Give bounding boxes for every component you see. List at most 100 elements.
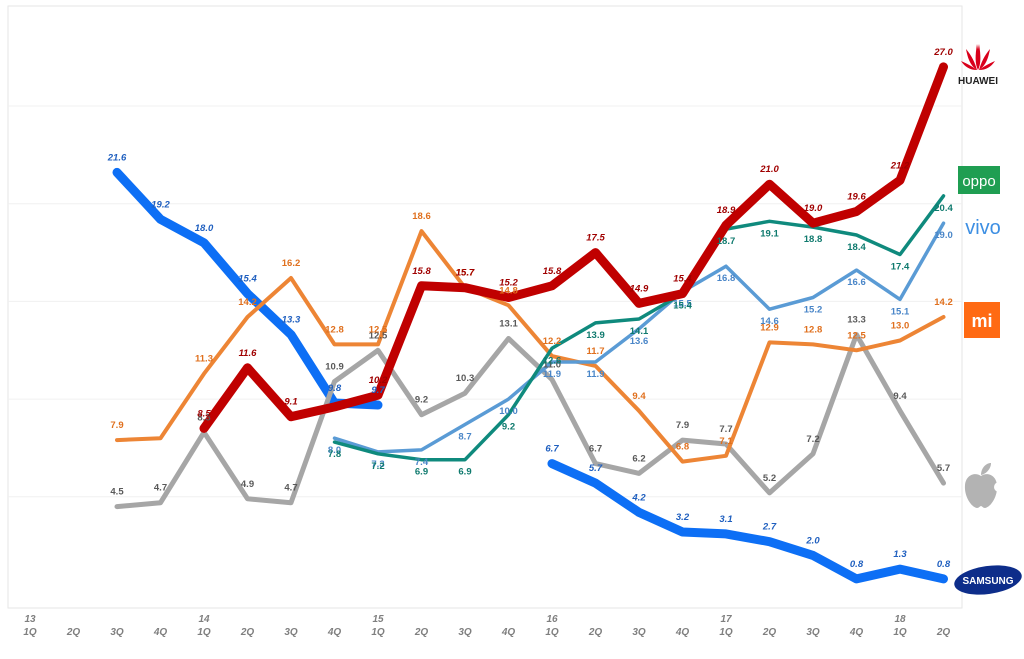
apple-logo (964, 463, 1004, 508)
samsung-data-label: 4.2 (631, 492, 646, 503)
vivo-data-label: 19.0 (934, 230, 953, 241)
samsung-data-label: 0.8 (937, 559, 951, 570)
huawei-data-label: 11.6 (239, 348, 258, 359)
xiaomi-data-label: 12.5 (369, 324, 388, 335)
xiaomi-data-label: 14.8 (499, 285, 518, 296)
huawei-data-label: 9.1 (284, 397, 297, 408)
apple-series-line (114, 332, 946, 510)
apple-data-label: 4.7 (284, 483, 297, 494)
xiaomi-data-label: 7.9 (110, 420, 123, 431)
apple-data-label: 13.3 (847, 315, 866, 326)
x-year-label: 18 (894, 614, 906, 625)
oppo-data-label: 6.9 (458, 467, 471, 478)
xiaomi-data-label: 12.8 (325, 324, 344, 335)
x-tick-label: 2Q (240, 627, 255, 638)
apple-data-label: 5.7 (937, 463, 950, 474)
xiaomi-data-label: 14.2 (934, 297, 953, 308)
vivo-data-label: 15.1 (891, 306, 910, 317)
vivo-data-label: 7.4 (415, 457, 429, 468)
oppo-data-label: 18.7 (717, 236, 736, 247)
huawei-data-label: 21.0 (759, 164, 779, 175)
vivo-data-label: 14.6 (760, 316, 779, 327)
xiaomi-data-label: 13.0 (891, 320, 910, 331)
samsung-data-label: 3.1 (719, 514, 732, 525)
samsung-data-label: 9.7 (371, 385, 385, 396)
apple-data-label: 12.5 (369, 330, 388, 341)
oppo-data-label: 20.4 (934, 203, 953, 214)
xiaomi-data-label: 7.1 (719, 436, 733, 447)
oppo-data-label: 19.1 (760, 228, 779, 239)
apple-data-label: 4.5 (110, 487, 124, 498)
samsung-data-label: 13.3 (282, 315, 301, 326)
samsung-data-label: 15.4 (238, 274, 257, 285)
xiaomi-data-label: 12.8 (804, 324, 823, 335)
x-tick-label: 1Q (545, 627, 559, 638)
apple-data-label: 9.2 (415, 395, 428, 406)
vivo-data-label: 8.0 (328, 445, 341, 456)
apple-data-label: 5.2 (763, 473, 776, 484)
oppo-data-label: 18.8 (804, 234, 823, 245)
series-lines (112, 62, 948, 584)
apple-data-label: 7.7 (719, 424, 732, 435)
x-tick-label: 3Q (458, 627, 472, 638)
vivo-data-label: 15.2 (804, 304, 823, 315)
oppo-logo-text: oppo (962, 173, 995, 190)
x-year-label: 16 (546, 614, 558, 625)
vivo-data-label: 11.9 (587, 369, 605, 380)
samsung-data-label: 6.7 (545, 444, 559, 455)
x-tick-label: 3Q (632, 627, 646, 638)
x-tick-label: 2Q (588, 627, 603, 638)
x-tick-label: 1Q (23, 627, 37, 638)
xiaomi-data-label: 12.2 (543, 336, 562, 347)
huawei-data-label: 10.2 (369, 375, 388, 386)
xiaomi-data-label: 9.4 (632, 391, 646, 402)
x-tick-label: 1Q (719, 627, 733, 638)
huawei-series-line (199, 62, 948, 433)
huawei-petals-icon (961, 44, 995, 70)
vivo-logo: vivo (965, 217, 1001, 239)
huawei-data-label: 19.6 (847, 192, 866, 203)
oppo-data-label: 15.4 (673, 301, 692, 312)
xiaomi-data-label: 14.2 (238, 297, 257, 308)
samsung-data-label: 2.0 (805, 535, 820, 546)
oppo-data-label: 9.2 (502, 422, 515, 433)
oppo-logo: oppo (958, 166, 1000, 194)
huawei-data-label: 15.4 (673, 274, 692, 285)
x-tick-label: 1Q (371, 627, 385, 638)
apple-data-label: 8.3 (197, 412, 210, 423)
huawei-data-label: 15.8 (412, 266, 431, 277)
vivo-series-line (332, 221, 946, 454)
x-tick-label: 2Q (66, 627, 81, 638)
samsung-data-label: 5.7 (589, 463, 603, 474)
x-tick-label: 4Q (327, 627, 342, 638)
apple-data-label: 10.3 (456, 373, 475, 384)
x-tick-label: 4Q (153, 627, 168, 638)
huawei-data-label: 8.5 (197, 408, 211, 419)
samsung-logo-text: SAMSUNG (962, 576, 1013, 587)
x-tick-label: 1Q (197, 627, 211, 638)
oppo-data-label: 7.8 (328, 449, 341, 460)
apple-icon (964, 474, 998, 508)
x-year-label: 15 (372, 614, 384, 625)
xiaomi-data-label: 11.3 (195, 354, 213, 365)
huawei-logo-text: HUAWEI (958, 76, 998, 87)
xiaomi-series-line (115, 229, 946, 464)
samsung-data-label: 1.3 (893, 549, 907, 560)
data-labels: 21.6 19.2 18.0 15.4 13.3 9.8 9.7 6.7 5.7 4.2 3.2 3.… (107, 47, 954, 570)
huawei-data-label: 15.8 (543, 266, 562, 277)
xiaomi-data-label: 11.7 (587, 346, 605, 357)
huawei-data-label: 14.9 (630, 283, 649, 294)
oppo-data-label: 17.4 (891, 262, 910, 273)
vivo-data-label: 16.8 (717, 273, 736, 284)
samsung-data-label: 18.0 (195, 223, 214, 234)
apple-data-label: 10.9 (325, 362, 344, 373)
vivo-data-label: 15.5 (673, 299, 692, 310)
oppo-data-label: 6.9 (415, 467, 428, 478)
x-tick-label: 2Q (414, 627, 429, 638)
vivo-data-label: 16.6 (847, 277, 866, 288)
apple-data-label: 6.7 (589, 444, 602, 455)
apple-data-label: 7.9 (676, 420, 689, 431)
oppo-series-line (332, 194, 946, 462)
